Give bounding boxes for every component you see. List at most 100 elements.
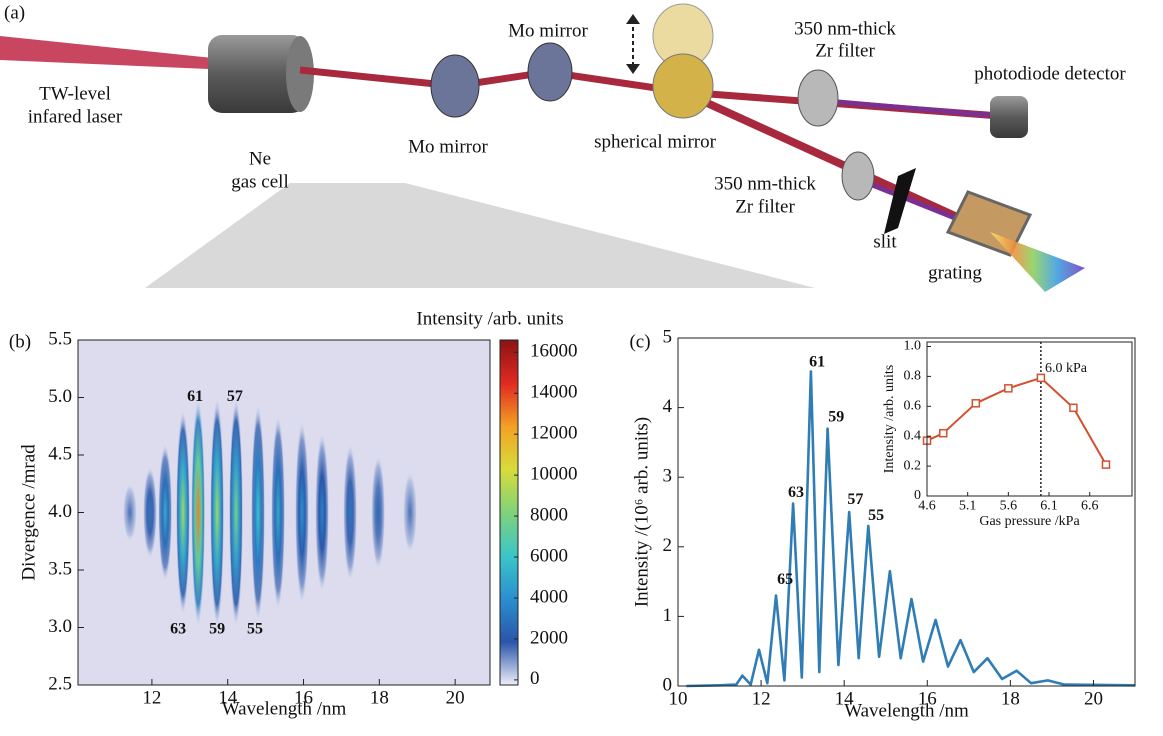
- x-tick-label: 10: [669, 689, 688, 710]
- y-axis-label: Divergence /mrad: [18, 444, 39, 581]
- colorbar-tick-label: 2000: [530, 627, 568, 648]
- spectrum-fan: [990, 232, 1085, 292]
- y-tick-label: 0.2: [904, 458, 922, 473]
- axes-frame: [926, 341, 1133, 497]
- colorbar-tick-label: 16000: [530, 341, 578, 362]
- annotation: 59: [209, 620, 225, 637]
- axes-frame: [677, 337, 1136, 687]
- harmonic-stripe: [403, 472, 418, 553]
- harmonic-stripe: [122, 483, 137, 542]
- diagram-label: 350 nm-thick: [794, 18, 896, 39]
- x-tick-label: 12: [142, 688, 161, 709]
- x-tick-label: 4.6: [918, 499, 936, 514]
- y-tick-label: 0.8: [904, 369, 922, 384]
- y-axis-label: Intensity /(10⁶ arb. units): [631, 417, 652, 607]
- x-tick-label: 16: [294, 688, 313, 709]
- data-marker: [939, 428, 948, 438]
- y-tick-label: 2.5: [48, 673, 72, 694]
- gas-cell-face: [286, 36, 314, 112]
- x-tick-label: 6.1: [1040, 499, 1058, 514]
- annotation: 6.0 kPa: [1045, 361, 1088, 376]
- y-tick-label: 1.0: [904, 339, 922, 354]
- gas-cell: [208, 35, 306, 113]
- projection: [145, 183, 815, 288]
- setup-diagram: [0, 3, 1085, 292]
- mo-mirror: [430, 54, 480, 118]
- data-marker: [971, 399, 981, 408]
- mo-mirror: [527, 42, 573, 102]
- colorbar-tick-label: 10000: [530, 463, 578, 484]
- colorbar-tick-label: 0: [530, 668, 540, 689]
- harmonic-stripe: [315, 432, 330, 593]
- y-axis-label: Intensity /arb. units: [882, 365, 897, 474]
- annotation: 65: [777, 571, 793, 588]
- x-tick-label: 20: [1084, 689, 1103, 710]
- data-marker: [1101, 460, 1111, 469]
- x-tick-label: 6.6: [1081, 499, 1099, 514]
- y-tick-label: 5.0: [48, 386, 72, 407]
- y-tick-label: 4: [663, 396, 673, 417]
- x-tick-label: 18: [1001, 689, 1020, 710]
- x-tick-label: 14: [218, 688, 238, 709]
- panel-label: (b): [9, 331, 31, 352]
- x-tick-label: 18: [370, 688, 389, 709]
- annotation: 61: [187, 388, 203, 405]
- annotation: 55: [247, 620, 263, 637]
- y-tick-label: 2: [663, 535, 673, 556]
- harmonic-stripe: [143, 466, 158, 559]
- harmonic-stripe: [191, 397, 206, 628]
- harmonic-stripe: [210, 397, 225, 628]
- panel-label: (c): [629, 331, 650, 352]
- diagram-label: TW-level: [39, 83, 111, 104]
- data-marker: [1004, 384, 1013, 393]
- harmonic-stripe: [271, 414, 286, 611]
- x-tick-label: 12: [752, 689, 771, 710]
- harmonic-stripe: [371, 455, 386, 570]
- xuv-beam: [814, 97, 1001, 119]
- x-tick-label: 5.6: [1000, 499, 1018, 514]
- annotation: 57: [227, 388, 243, 405]
- y-tick-label: 1: [663, 605, 673, 626]
- x-tick-label: 20: [446, 688, 465, 709]
- arrow-head: [626, 14, 640, 24]
- harmonic-stripe: [343, 443, 358, 582]
- x-tick-label: 5.1: [959, 499, 977, 514]
- y-tick-label: 3.5: [48, 558, 72, 579]
- filter: [797, 69, 839, 127]
- plot-area: [922, 342, 1111, 496]
- x-axis-label: Gas pressure /kPa: [979, 514, 1080, 529]
- y-tick-label: 3: [663, 466, 673, 487]
- colorbar-tick-label: 14000: [530, 382, 578, 403]
- colorbar-tick-label: 6000: [530, 545, 568, 566]
- annotation: 59: [828, 409, 844, 426]
- colorbar-tick-label: 12000: [530, 423, 578, 444]
- beam: [681, 88, 992, 236]
- y-tick-label: 0.4: [904, 428, 922, 443]
- arrow-head: [626, 64, 640, 74]
- x-axis-label: Wavelength /nm: [222, 698, 347, 719]
- harmonic-stripe: [251, 403, 266, 622]
- y-tick-label: 0: [914, 488, 921, 503]
- diagram-label: gas cell: [231, 171, 289, 192]
- annotation: 57: [847, 491, 863, 508]
- y-tick-label: 5: [663, 326, 673, 347]
- slit: [884, 168, 916, 234]
- harmonic-stripe: [158, 443, 173, 582]
- x-axis-label: Wavelength /nm: [844, 700, 969, 721]
- annotation: 61: [809, 354, 825, 371]
- annotation: 63: [170, 620, 186, 637]
- diagram-label: Mo mirror: [508, 20, 588, 41]
- y-tick-label: 0: [663, 674, 673, 695]
- detector: [990, 96, 1028, 138]
- x-tick-label: 16: [918, 689, 937, 710]
- spherical-mirror: [652, 53, 714, 119]
- data-marker: [1069, 403, 1078, 413]
- plot-area: [78, 340, 490, 685]
- diagram-label: slit: [873, 231, 897, 252]
- colorbar-tick-label: 8000: [530, 504, 568, 525]
- data-line: [686, 370, 1136, 688]
- diagram-label: Zr filter: [815, 40, 875, 61]
- diagram-label: grating: [928, 262, 982, 283]
- y-tick-label: 4.5: [48, 443, 72, 464]
